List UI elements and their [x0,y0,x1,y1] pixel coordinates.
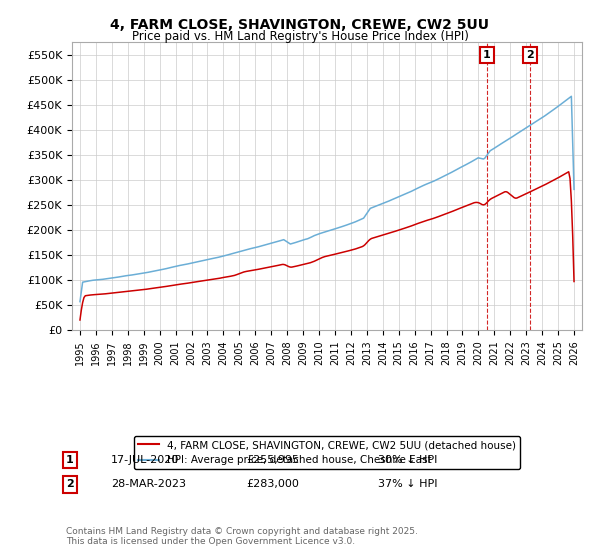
Text: 1: 1 [483,50,491,60]
Text: 28-MAR-2023: 28-MAR-2023 [111,479,186,489]
Text: 4, FARM CLOSE, SHAVINGTON, CREWE, CW2 5UU: 4, FARM CLOSE, SHAVINGTON, CREWE, CW2 5U… [110,18,490,32]
Text: £255,995: £255,995 [246,455,299,465]
Legend: 4, FARM CLOSE, SHAVINGTON, CREWE, CW2 5UU (detached house), HPI: Average price, : 4, FARM CLOSE, SHAVINGTON, CREWE, CW2 5U… [134,436,520,469]
Text: 2: 2 [526,50,534,60]
Text: 2: 2 [66,479,74,489]
Text: Price paid vs. HM Land Registry's House Price Index (HPI): Price paid vs. HM Land Registry's House … [131,30,469,43]
Text: Contains HM Land Registry data © Crown copyright and database right 2025.
This d: Contains HM Land Registry data © Crown c… [66,526,418,546]
Text: 37% ↓ HPI: 37% ↓ HPI [378,479,437,489]
Text: 17-JUL-2020: 17-JUL-2020 [111,455,179,465]
Text: 30% ↓ HPI: 30% ↓ HPI [378,455,437,465]
Text: £283,000: £283,000 [246,479,299,489]
Text: 1: 1 [66,455,74,465]
